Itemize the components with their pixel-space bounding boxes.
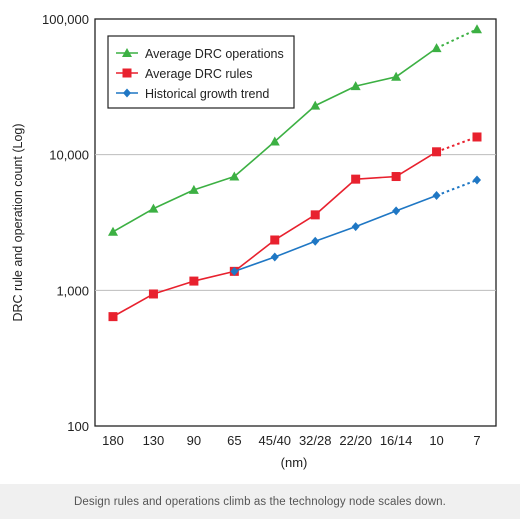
y-tick-label: 100,000: [42, 12, 89, 27]
data-point: [229, 171, 240, 181]
line-segment: [314, 178, 357, 216]
chart: 100 1,000 10,000 100,000 180 130 90 65 45/40 32/…: [11, 12, 497, 470]
data-point: [230, 266, 239, 276]
data-point: [392, 206, 401, 216]
line-segment: [274, 104, 316, 143]
data-point: [473, 175, 481, 185]
legend-label: Average DRC rules: [145, 67, 252, 81]
x-tick-label: 32/28: [299, 433, 332, 448]
line-segment: [395, 151, 437, 178]
y-axis: 100 1,000 10,000 100,000: [42, 12, 89, 434]
line-segment: [355, 210, 397, 228]
data-point: [391, 172, 401, 182]
series-square: [108, 132, 482, 322]
x-tick-label: 22/20: [339, 433, 372, 448]
legend-marker: [122, 48, 132, 57]
projected-segment: [436, 179, 478, 197]
line-segment: [395, 47, 438, 78]
data-point: [269, 136, 280, 146]
data-point: [472, 132, 482, 142]
line-segment: [314, 85, 357, 107]
data-point: [350, 81, 361, 91]
data-point: [391, 71, 402, 81]
line-segment: [112, 207, 154, 233]
legend-box: [107, 35, 295, 109]
x-tick-label: 7: [473, 433, 480, 448]
data-point: [189, 276, 199, 286]
data-point: [188, 184, 199, 194]
line-segment: [112, 293, 154, 318]
data-point: [431, 43, 442, 53]
x-tick-label: 90: [187, 433, 201, 448]
line-segment: [234, 256, 276, 273]
x-tick-label: 10: [429, 433, 443, 448]
data-point: [270, 252, 279, 262]
data-point: [148, 203, 159, 213]
line-segment: [193, 175, 235, 191]
x-tick-label: 180: [102, 433, 124, 448]
x-tick-label: 45/40: [259, 433, 292, 448]
data-point: [311, 236, 320, 246]
y-tick-label: 1,000: [56, 283, 89, 298]
x-axis: 180 130 90 65 45/40 32/28 22/20 16/14 10 7: [102, 433, 480, 448]
line-segment: [314, 225, 356, 243]
data-point: [108, 312, 118, 322]
data-point: [148, 289, 158, 299]
legend-marker: [123, 88, 131, 98]
x-tick-label: 16/14: [380, 433, 413, 448]
data-point: [310, 210, 320, 220]
line-segment: [274, 240, 316, 258]
projected-segment: [436, 28, 478, 50]
data-point: [108, 226, 118, 236]
data-point: [432, 191, 441, 201]
grid: [95, 154, 496, 291]
y-tick-label: 10,000: [49, 148, 89, 163]
legend-label: Average DRC operations: [145, 47, 284, 61]
line-segment: [233, 239, 276, 272]
line-segment: [274, 214, 316, 241]
data-point: [351, 174, 361, 184]
x-axis-label: (nm): [281, 455, 308, 470]
line-segment: [355, 76, 397, 87]
series-layer: [108, 24, 482, 322]
line-segment: [153, 189, 195, 210]
data-point: [472, 24, 482, 34]
line-segment: [153, 280, 195, 295]
line-segment: [355, 175, 397, 180]
data-point: [351, 222, 360, 232]
y-axis-label: DRC rule and operation count (Log): [11, 123, 25, 321]
data-point: [270, 235, 280, 245]
data-point: [310, 100, 321, 110]
series-diamond: [230, 175, 481, 276]
legend: Average DRC operations Average DRC rules H…: [107, 35, 295, 109]
series-triangle: [108, 24, 482, 236]
y-tick-label: 100: [67, 419, 89, 434]
projected-segment: [436, 136, 478, 153]
chart-figure: 100 1,000 10,000 100,000 180 130 90 65 45/40 32/…: [11, 12, 497, 470]
x-tick-label: 65: [227, 433, 241, 448]
line-segment: [193, 270, 235, 282]
data-point: [432, 147, 442, 157]
caption: Design rules and operations climb as the…: [74, 495, 446, 508]
legend-marker: [122, 68, 132, 78]
caption-bar: Design rules and operations climb as the…: [0, 484, 520, 519]
legend-label: Historical growth trend: [145, 87, 269, 101]
x-tick-label: 130: [143, 433, 165, 448]
line-segment: [395, 194, 437, 212]
line-segment: [233, 140, 276, 178]
